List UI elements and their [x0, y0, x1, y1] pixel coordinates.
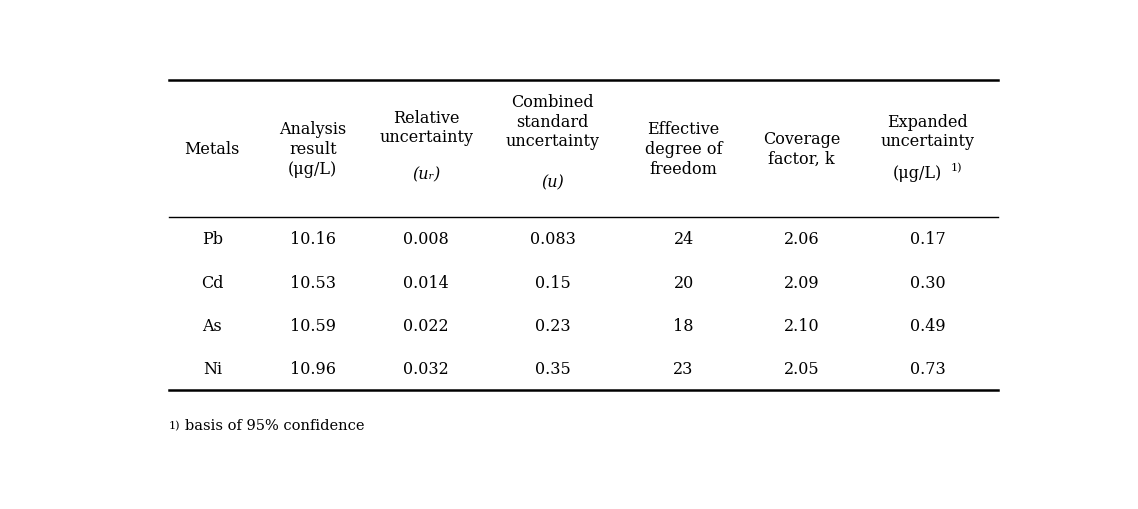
Text: Expanded
uncertainty: Expanded uncertainty [881, 114, 975, 150]
Text: (μg/L): (μg/L) [892, 165, 942, 182]
Text: 0.014: 0.014 [403, 274, 450, 291]
Text: (u): (u) [542, 174, 564, 191]
Text: 1): 1) [168, 420, 180, 431]
Text: 0.083: 0.083 [530, 231, 576, 248]
Text: 1): 1) [950, 163, 962, 173]
Text: Coverage
factor, k: Coverage factor, k [762, 131, 840, 167]
Text: Metals: Metals [184, 141, 240, 158]
Text: Combined
standard
uncertainty: Combined standard uncertainty [505, 94, 600, 150]
Text: 0.73: 0.73 [910, 360, 946, 377]
Text: 10.96: 10.96 [290, 360, 336, 377]
Text: 0.022: 0.022 [403, 317, 450, 334]
Text: Relative
uncertainty: Relative uncertainty [379, 109, 473, 146]
Text: Cd: Cd [201, 274, 223, 291]
Text: Ni: Ni [203, 360, 222, 377]
Text: 10.16: 10.16 [290, 231, 336, 248]
Text: 2.06: 2.06 [784, 231, 819, 248]
Text: 2.05: 2.05 [784, 360, 819, 377]
Text: Analysis
result
(μg/L): Analysis result (μg/L) [279, 121, 346, 177]
Text: 0.23: 0.23 [535, 317, 570, 334]
Text: 2.10: 2.10 [784, 317, 819, 334]
Text: 24: 24 [674, 231, 694, 248]
Text: basis of 95% confidence: basis of 95% confidence [184, 418, 364, 433]
Text: 2.09: 2.09 [784, 274, 819, 291]
Text: 0.15: 0.15 [535, 274, 570, 291]
Text: 20: 20 [674, 274, 694, 291]
Text: 18: 18 [674, 317, 694, 334]
Text: Pb: Pb [201, 231, 223, 248]
Text: Effective
degree of
freedom: Effective degree of freedom [645, 121, 723, 177]
Text: 10.59: 10.59 [290, 317, 336, 334]
Text: 23: 23 [674, 360, 694, 377]
Text: 0.30: 0.30 [910, 274, 946, 291]
Text: 0.49: 0.49 [910, 317, 946, 334]
Text: 0.008: 0.008 [403, 231, 450, 248]
Text: As: As [203, 317, 222, 334]
Text: 0.17: 0.17 [910, 231, 946, 248]
Text: 0.35: 0.35 [535, 360, 570, 377]
Text: (uᵣ): (uᵣ) [412, 166, 440, 183]
Text: 0.032: 0.032 [403, 360, 450, 377]
Text: 10.53: 10.53 [290, 274, 336, 291]
